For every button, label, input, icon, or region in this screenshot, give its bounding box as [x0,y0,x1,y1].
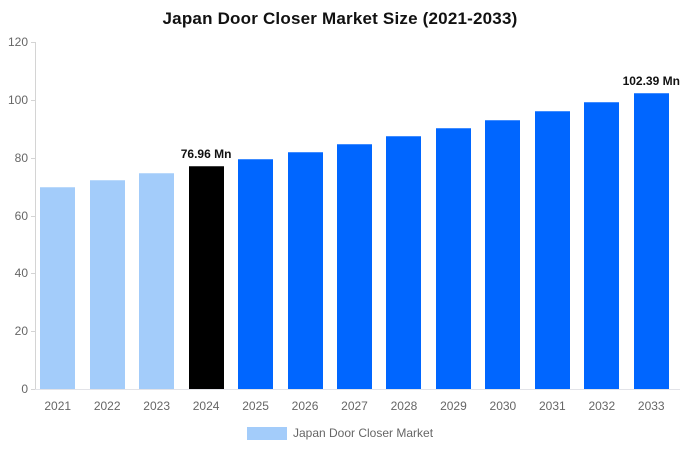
y-axis-tick [31,99,35,101]
bar-2031 [534,111,570,389]
y-axis-label: 40 [14,266,28,281]
y-axis-tick [31,331,35,333]
y-axis-label: 60 [14,208,28,223]
data-label-2033: 102.39 Mn [622,73,680,88]
bar-2022 [89,180,125,389]
y-axis-label: 80 [14,150,28,165]
y-axis-label: 0 [21,382,28,396]
x-axis-label: 2023 [143,399,170,413]
x-axis-label: 2026 [291,399,319,413]
bar-2025 [238,159,274,389]
y-axis-label: 120 [7,35,28,49]
x-axis-label: 2031 [538,399,566,413]
x-axis-label: 2029 [440,399,467,413]
x-axis-label: 2027 [341,399,368,413]
y-axis-label: 100 [7,92,28,107]
bar-2024 [188,166,224,389]
bar-2033 [633,92,669,389]
bar-2032 [584,102,620,389]
legend-label: Japan Door Closer Market [292,426,434,440]
bar-2027 [337,144,372,389]
bar-2029 [435,128,471,389]
bar-2030 [485,119,521,389]
x-axis-label: 2022 [93,399,121,413]
y-axis-tick [31,157,35,159]
bar-2028 [386,136,422,389]
bar-2023 [139,173,175,389]
bar-2021 [40,186,76,389]
bar-2026 [287,151,323,389]
y-axis-tick [31,273,35,275]
x-axis-label: 2025 [242,399,269,413]
x-axis-label: 2033 [637,399,665,413]
y-axis-label: 20 [14,324,28,339]
y-axis-line [35,42,36,390]
y-axis-tick [31,215,35,217]
y-axis-tick [31,389,35,390]
y-axis-tick [31,42,35,43]
legend-item[interactable]: Japan Door Closer Market [0,426,680,440]
x-axis-label: 2028 [390,399,418,413]
legend-swatch [246,426,287,440]
x-axis-label: 2032 [588,399,616,413]
chart-title: Japan Door Closer Market Size (2021-2033… [162,9,518,28]
x-axis-label: 2030 [489,399,517,413]
data-label-2024: 76.96 Mn [180,147,232,162]
x-axis-line [35,389,680,390]
x-axis-label: 2021 [44,399,72,413]
x-axis-label: 2024 [192,399,220,413]
